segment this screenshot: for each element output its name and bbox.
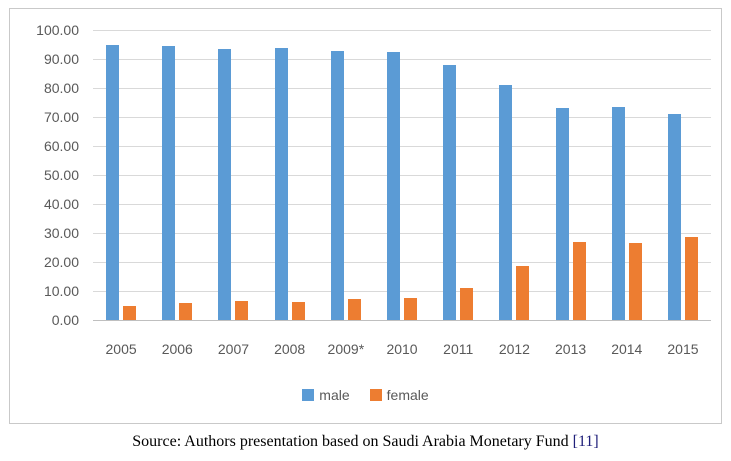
- bar-group-2011: [430, 30, 486, 320]
- bar-female-2015: [684, 237, 698, 320]
- bar-female-2011: [460, 287, 474, 320]
- bar-male-2011: [443, 64, 457, 320]
- gridline: [93, 204, 711, 205]
- y-tick-label: 20.00: [43, 254, 79, 270]
- y-tick-label: 100.00: [36, 22, 79, 38]
- y-axis: 100.00 90.00 80.00 70.00 60.00 50.00 40.00 30.0…: [10, 22, 79, 328]
- bar-male-2009*: [330, 50, 344, 320]
- legend-swatch-male: [302, 389, 315, 401]
- bar-female-2009*: [347, 299, 361, 320]
- gridline: [93, 30, 711, 31]
- bar-female-2010: [404, 297, 418, 320]
- bar-group-2010: [374, 30, 430, 320]
- legend-label-female: female: [386, 387, 429, 403]
- gridline: [93, 291, 711, 292]
- x-tick-label-2015: 2015: [667, 341, 699, 357]
- x-tick-label-2008: 2008: [274, 341, 306, 357]
- bar-group-2008: [262, 30, 318, 320]
- x-tick-label-2010: 2010: [386, 341, 418, 357]
- y-tick-label: 30.00: [43, 225, 79, 241]
- source-caption: Source: Authors presentation based on Sa…: [0, 433, 731, 451]
- x-axis-line: [93, 320, 711, 321]
- bar-male-2014: [611, 107, 625, 320]
- x-tick-label-2012: 2012: [498, 341, 530, 357]
- y-tick-label: 10.00: [43, 283, 79, 299]
- bar-row: [93, 30, 711, 320]
- y-tick-label: 70.00: [43, 109, 79, 125]
- x-tick-label-2009*: 2009*: [327, 341, 365, 357]
- x-tick-label-2006: 2006: [161, 341, 193, 357]
- bar-group-2014: [599, 30, 655, 320]
- plot-area: [93, 30, 711, 321]
- bar-male-2010: [387, 52, 401, 320]
- y-tick-label: 60.00: [43, 138, 79, 154]
- bar-group-2013: [543, 30, 599, 320]
- bar-female-2014: [628, 242, 642, 320]
- y-tick-label: 50.00: [43, 167, 79, 183]
- bar-group-2007: [205, 30, 261, 320]
- x-tick-label-2013: 2013: [555, 341, 587, 357]
- bar-male-2008: [274, 47, 288, 320]
- bar-female-2005: [123, 305, 137, 320]
- legend-swatch-female: [369, 389, 382, 401]
- legend-item-female: female: [369, 387, 429, 403]
- x-tick-label-2011: 2011: [443, 341, 474, 357]
- bar-female-2008: [291, 302, 305, 320]
- gridline: [93, 233, 711, 234]
- bar-group-2015: [655, 30, 711, 320]
- bar-male-2015: [667, 113, 681, 320]
- bar-male-2005: [106, 44, 120, 320]
- x-tick-label-2014: 2014: [611, 341, 643, 357]
- bar-group-2006: [149, 30, 205, 320]
- bar-female-2012: [516, 266, 530, 320]
- y-tick-label: 0.00: [51, 312, 79, 328]
- x-tick-label-2005: 2005: [105, 341, 137, 357]
- x-tick-label-2007: 2007: [217, 341, 250, 357]
- gridline: [93, 262, 711, 263]
- legend-item-male: male: [302, 387, 350, 403]
- bar-group-2009*: [318, 30, 374, 320]
- bar-male-2007: [218, 48, 232, 320]
- x-axis: 2005 2006 2007 2008 2009* 2010 2011 2012 2013 201…: [93, 339, 711, 359]
- y-tick-label: 40.00: [43, 196, 79, 212]
- bar-male-2006: [162, 45, 176, 320]
- gridline: [93, 146, 711, 147]
- bar-female-2007: [235, 301, 249, 320]
- gridline: [93, 88, 711, 89]
- y-tick-label: 90.00: [43, 51, 79, 67]
- bar-male-2013: [555, 108, 569, 320]
- gridline: [93, 117, 711, 118]
- bar-group-2012: [486, 30, 542, 320]
- bar-female-2006: [179, 303, 193, 320]
- bar-group-2005: [93, 30, 149, 320]
- bar-male-2012: [499, 84, 513, 320]
- y-tick-label: 80.00: [43, 80, 79, 96]
- citation-link[interactable]: [11]: [572, 433, 599, 450]
- gridline: [93, 59, 711, 60]
- legend: male female: [10, 386, 721, 404]
- gridline: [93, 175, 711, 176]
- chart-frame: 100.00 90.00 80.00 70.00 60.00 50.00 40.00 30.0…: [9, 8, 722, 424]
- caption-text: Source: Authors presentation based on Sa…: [132, 433, 573, 450]
- legend-label-male: male: [319, 387, 350, 403]
- bar-female-2013: [572, 242, 586, 320]
